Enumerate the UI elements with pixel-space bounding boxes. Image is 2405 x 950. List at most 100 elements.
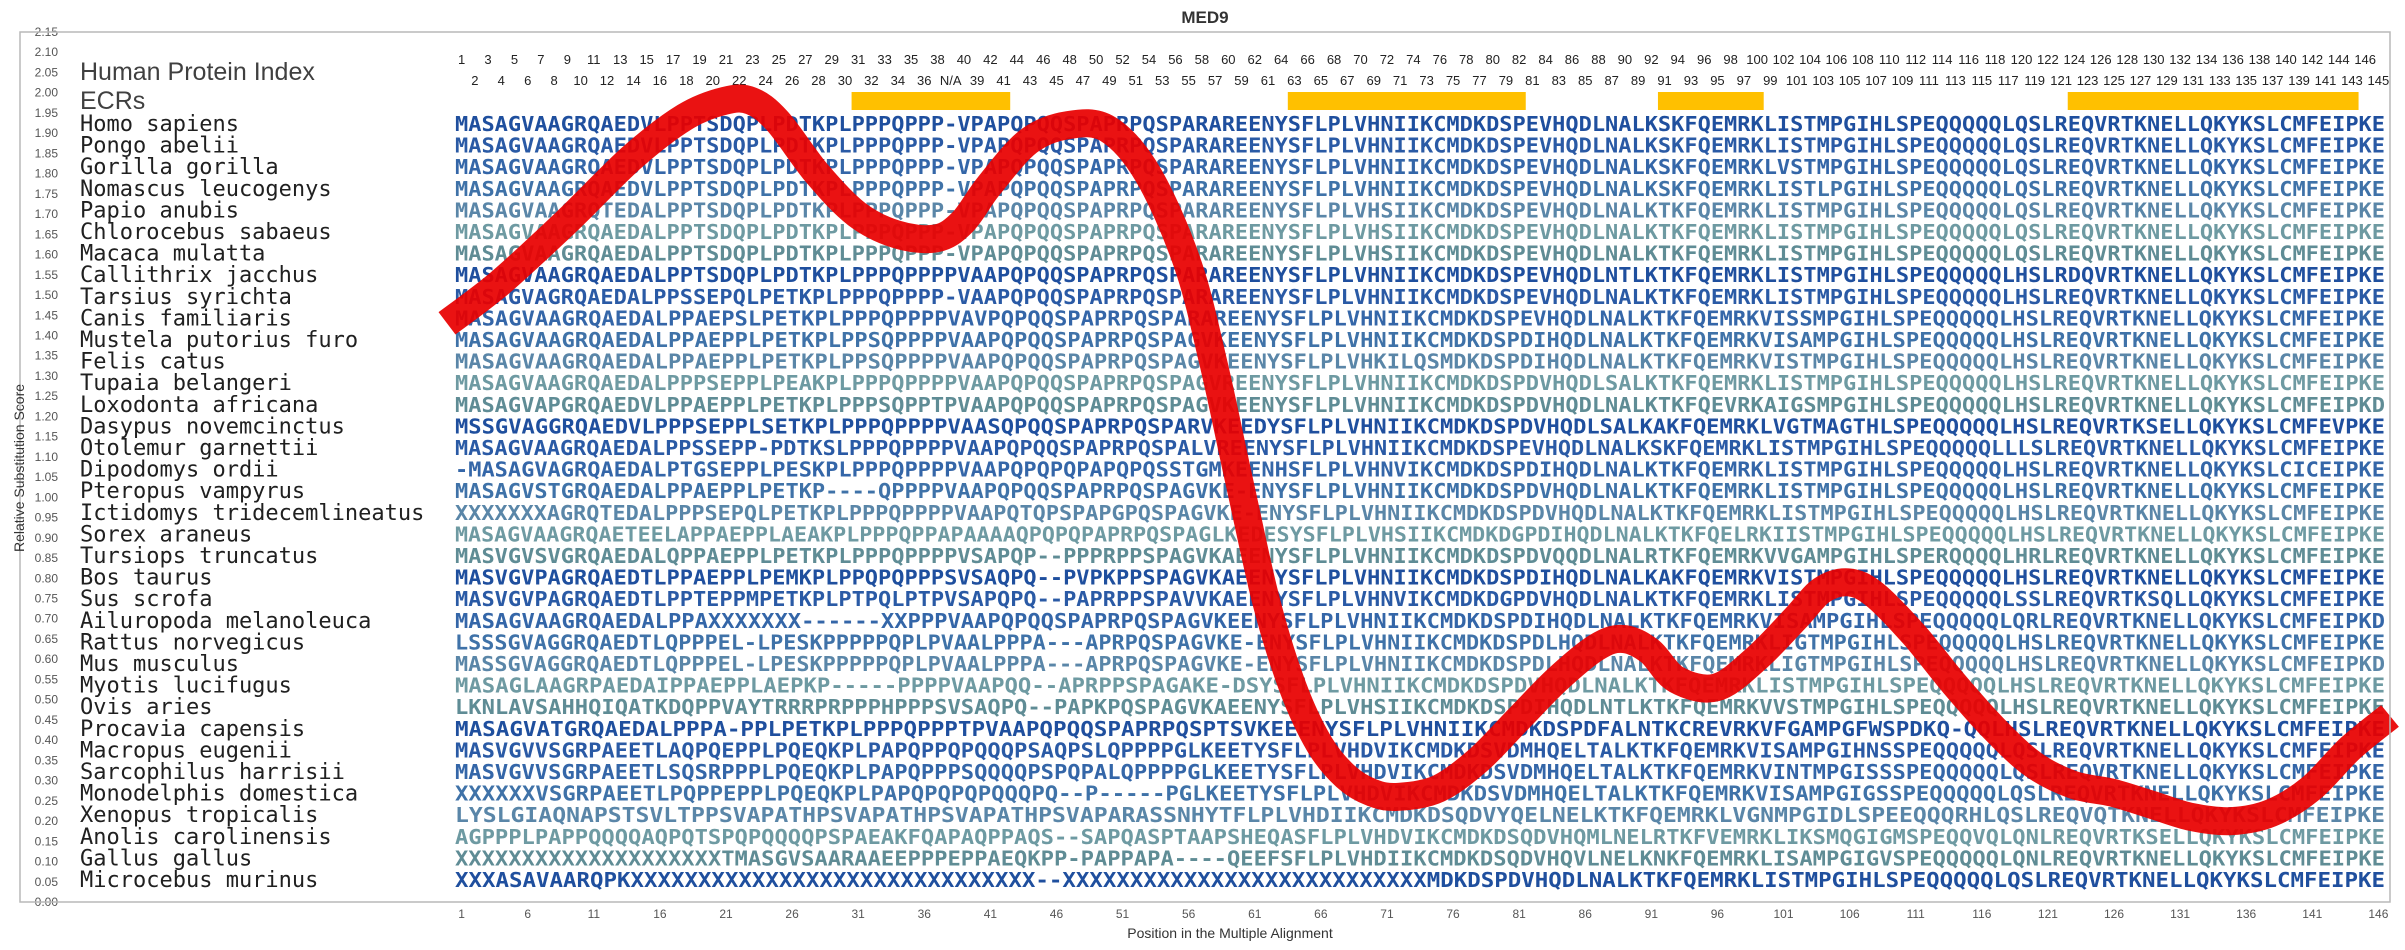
index-label-top: 130 bbox=[2143, 52, 2165, 67]
species-sequence: MASAGVAAGRQAEDVLPPTSDQPLPDTKPLPPPQPPP-VP… bbox=[455, 177, 2385, 201]
index-label-bottom: 2 bbox=[471, 73, 478, 88]
y-tick-label: 0.75 bbox=[35, 592, 59, 606]
index-label-top: 52 bbox=[1115, 52, 1129, 67]
index-label-top: 112 bbox=[1905, 52, 1926, 67]
index-label-top: 35 bbox=[904, 52, 918, 67]
species-sequence: MASAGVAAGRQAEDVLPPTSDQPLPDTKPLPPPQPPP-VP… bbox=[455, 112, 2385, 136]
index-label-top: 82 bbox=[1512, 52, 1526, 67]
ecr-bar bbox=[2067, 92, 2359, 110]
index-label-bottom: 6 bbox=[524, 73, 531, 88]
index-label-bottom: 53 bbox=[1155, 73, 1169, 88]
index-label-bottom: 26 bbox=[785, 73, 799, 88]
species-sequence: LKNLAVSAHHQIQATKDQPPVAYTRRRPRPPPHPPPSVSA… bbox=[455, 695, 2385, 719]
index-label-top: 68 bbox=[1327, 52, 1341, 67]
y-tick-label: 2.00 bbox=[35, 86, 59, 100]
species-sequence: MASAGVAAGRQAEDALPPTSDQPLPDTKPLPPPQPPP-VP… bbox=[455, 242, 2385, 266]
x-tick-label: 96 bbox=[1711, 907, 1725, 921]
species-sequence: MASVGVPAGRQAEDTLPPTEPPMPETKPLPTPQLPTPVSA… bbox=[455, 587, 2385, 611]
x-tick-label: 71 bbox=[1380, 907, 1394, 921]
index-label-top: 58 bbox=[1195, 52, 1209, 67]
y-tick-label: 0.35 bbox=[35, 753, 59, 767]
index-label-bottom: 24 bbox=[758, 73, 772, 88]
index-label-bottom: 99 bbox=[1763, 73, 1777, 88]
species-name: Tupaia belangeri bbox=[80, 371, 292, 396]
index-label-bottom: 18 bbox=[679, 73, 693, 88]
species-sequence: MSSGVAGGRQAEDVLPPPSEPPLSETKPLPPPQPPPPVAA… bbox=[455, 414, 2385, 438]
index-label-bottom: 65 bbox=[1314, 73, 1328, 88]
species-name: Rattus norvegicus bbox=[80, 630, 305, 655]
y-tick-label: 1.70 bbox=[35, 207, 59, 221]
y-tick-label: 0.85 bbox=[35, 551, 59, 565]
index-label-bottom: 139 bbox=[2288, 73, 2310, 88]
index-label-top: 136 bbox=[2222, 52, 2244, 67]
index-label-bottom: 93 bbox=[1684, 73, 1698, 88]
index-label-top: 104 bbox=[1799, 52, 1821, 67]
species-name: Dasypus novemcinctus bbox=[80, 414, 345, 439]
index-label-top: 142 bbox=[2301, 52, 2323, 67]
y-tick-label: 1.40 bbox=[35, 328, 59, 342]
species-sequence: MASAGVAAGRQAEDALPPSSEPP-PDTKSLPPPQPPPPVA… bbox=[455, 436, 2385, 460]
species-name: Felis catus bbox=[80, 350, 226, 375]
index-label-bottom: 87 bbox=[1604, 73, 1618, 88]
index-label-bottom: 133 bbox=[2209, 73, 2231, 88]
index-label-bottom: 117 bbox=[1998, 73, 2019, 88]
x-tick-label: 121 bbox=[2038, 907, 2058, 921]
substitution-score-line bbox=[438, 84, 2399, 836]
species-name: Procavia capensis bbox=[80, 717, 305, 742]
x-axis-ticks: 1 6 11 16 21 26 31 36 41 46 51 56 61 66 71 76 81 86 91 96 10… bbox=[458, 907, 2388, 921]
index-label-top: 3 bbox=[484, 52, 491, 67]
y-tick-label: 0.60 bbox=[35, 652, 59, 666]
index-label-top: 80 bbox=[1485, 52, 1499, 67]
species-name: Monodelphis domestica bbox=[80, 782, 358, 807]
y-tick-label: 0.10 bbox=[35, 855, 59, 869]
alignment-sequences: Homo sapiens MASAGVAAGRQAEDVLPPTSDQPLPDTK… bbox=[80, 112, 2385, 893]
index-label-bottom: 39 bbox=[970, 73, 984, 88]
index-label-bottom: 47 bbox=[1076, 73, 1090, 88]
x-tick-label: 141 bbox=[2302, 907, 2322, 921]
index-label-top: 17 bbox=[666, 52, 680, 67]
y-tick-label: 0.70 bbox=[35, 612, 59, 626]
ecr-bars bbox=[851, 92, 2359, 110]
index-label-bottom: 115 bbox=[1971, 73, 1992, 88]
x-tick-label: 81 bbox=[1512, 907, 1526, 921]
species-name: Myotis lucifugus bbox=[80, 674, 292, 699]
x-tick-label: 26 bbox=[785, 907, 799, 921]
index-label-top: 72 bbox=[1380, 52, 1394, 67]
x-tick-label: 76 bbox=[1446, 907, 1460, 921]
species-name: Tursiops truncatus bbox=[80, 544, 318, 569]
index-label-bottom: 145 bbox=[2368, 73, 2390, 88]
index-label-top: 86 bbox=[1565, 52, 1579, 67]
y-tick-label: 1.20 bbox=[35, 409, 59, 423]
index-label-bottom: N/A bbox=[940, 73, 962, 88]
ecr-bar bbox=[851, 92, 1011, 110]
index-label-bottom: 45 bbox=[1049, 73, 1063, 88]
species-name: Ailuropoda melanoleuca bbox=[80, 609, 371, 634]
species-sequence: MASAGVAAGRQTEDALPPTSDQPLPDTKPLPPPQPPP-VP… bbox=[455, 198, 2385, 222]
index-label-bottom: 113 bbox=[1945, 73, 1966, 88]
species-sequence: MASAGVAAGRQAEDALPPPSEPPLPEAKPLPPPQPPPPVA… bbox=[455, 371, 2385, 395]
index-label-bottom: 83 bbox=[1552, 73, 1566, 88]
y-tick-label: 0.30 bbox=[35, 774, 59, 788]
x-tick-label: 131 bbox=[2170, 907, 2190, 921]
index-label-top: 146 bbox=[2354, 52, 2376, 67]
y-tick-label: 1.25 bbox=[35, 389, 59, 403]
species-name: Sus scrofa bbox=[80, 587, 212, 612]
species-name: Loxodonta africana bbox=[80, 393, 318, 418]
species-sequence: MASAGVAAGRQAEDALPPTSDQPLPDTKPLPPPQPPP-VP… bbox=[455, 220, 2385, 244]
x-tick-label: 126 bbox=[2104, 907, 2124, 921]
index-label-top: 116 bbox=[1958, 52, 1979, 67]
species-name: Bos taurus bbox=[80, 566, 212, 591]
index-label-bottom: 12 bbox=[600, 73, 614, 88]
species-sequence: MASAGVAAGRQAEDALPPTSDQPLPDTKPLPPPQPPPPVA… bbox=[455, 263, 2385, 287]
species-name: Nomascus leucogenys bbox=[80, 177, 332, 202]
index-label-top: 29 bbox=[825, 52, 839, 67]
species-sequence: MASSGVAGGRQAEDTLQPPPEL-LPESKPPPPPQPLPVAA… bbox=[455, 652, 2385, 676]
species-sequence: MASAGVAAGRQAEDVLPPTSDQPLPDTKPLPPPQPPP-VP… bbox=[455, 134, 2385, 158]
index-label-top: 44 bbox=[1010, 52, 1024, 67]
ecr-bar bbox=[1287, 92, 1526, 110]
y-tick-label: 0.45 bbox=[35, 713, 59, 727]
human-protein-index-rows: 1 3 5 7 9 11 13 15 17 19 21 23 25 27 29 31 33 35 38 40 42 44 4… bbox=[458, 52, 2389, 88]
index-label-bottom: 125 bbox=[2103, 73, 2125, 88]
y-tick-label: 2.05 bbox=[35, 65, 59, 79]
index-label-bottom: 129 bbox=[2156, 73, 2178, 88]
